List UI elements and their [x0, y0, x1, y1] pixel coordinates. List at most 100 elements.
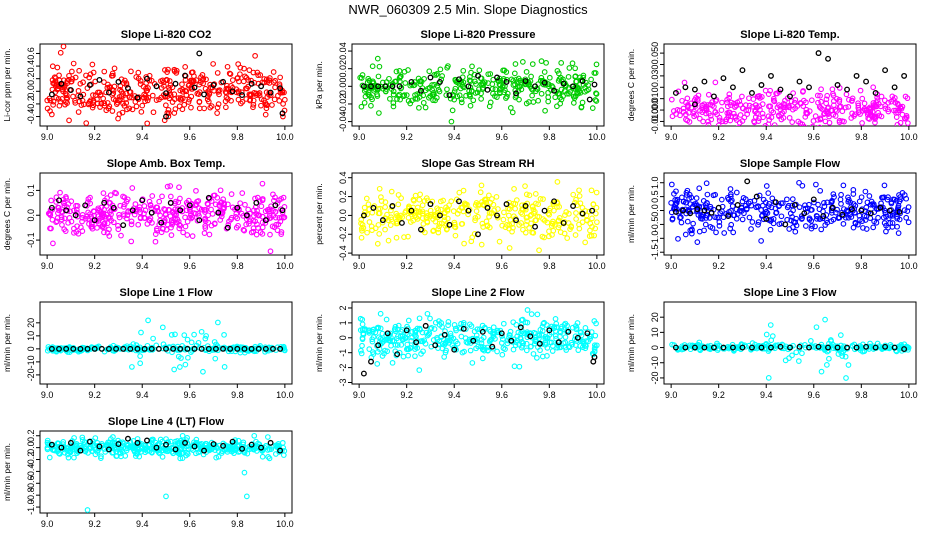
- data-point: [105, 214, 112, 221]
- data-point: [824, 92, 831, 99]
- data-point: [241, 65, 247, 72]
- data-point: [57, 49, 64, 56]
- x-tick-label: 9.6: [496, 261, 509, 271]
- data-point: [903, 214, 910, 221]
- data-point: [267, 215, 274, 221]
- data-point: [816, 216, 823, 222]
- data-point: [802, 344, 809, 351]
- y-tick-label: 0.030: [650, 65, 660, 88]
- data-point: [224, 63, 231, 70]
- data-point: [124, 212, 131, 219]
- data-point: [412, 327, 419, 334]
- data-point: [424, 310, 431, 317]
- data-point: [774, 104, 781, 111]
- figure-title: NWR_060309 2.5 Min. Slope Diagnostics: [348, 2, 588, 17]
- data-point: [222, 104, 229, 111]
- data-point: [746, 102, 753, 109]
- data-point: [250, 228, 257, 235]
- data-point: [415, 75, 422, 82]
- data-point: [815, 99, 821, 106]
- data-point: [72, 74, 79, 81]
- data-point: [419, 215, 426, 222]
- data-point: [789, 352, 795, 359]
- y-axis-label: percent per min.: [314, 183, 324, 244]
- data-point: [554, 204, 560, 210]
- data-point: [785, 202, 792, 209]
- data-point: [778, 213, 785, 220]
- panel-title: Slope Amb. Box Temp.: [107, 158, 226, 170]
- data-point: [792, 228, 799, 235]
- data-point: [773, 90, 779, 97]
- data-point: [875, 214, 881, 221]
- data-point: [481, 347, 488, 354]
- data-point: [849, 95, 856, 102]
- data-point: [509, 221, 515, 227]
- highlight-point: [134, 345, 141, 352]
- data-point: [498, 340, 505, 346]
- panel-title: Slope Line 2 Flow: [432, 287, 525, 299]
- y-tick-label: 20: [26, 318, 36, 328]
- data-point: [669, 216, 676, 223]
- data-point: [247, 96, 254, 103]
- highlight-point: [403, 327, 410, 334]
- data-point: [365, 91, 372, 98]
- data-point: [569, 60, 576, 67]
- data-point: [889, 220, 896, 226]
- data-point: [826, 119, 833, 126]
- highlight-point: [163, 441, 169, 448]
- data-point: [177, 364, 183, 370]
- data-point: [162, 67, 168, 73]
- data-point: [266, 212, 273, 219]
- data-point: [707, 203, 714, 210]
- highlight-point: [186, 202, 193, 209]
- outlier-point: [84, 507, 91, 513]
- data-point: [516, 222, 522, 228]
- highlight-point: [541, 207, 548, 214]
- highlight-point: [475, 72, 481, 79]
- data-point: [790, 207, 796, 214]
- highlight-point: [680, 207, 686, 214]
- data-point: [152, 238, 159, 245]
- data-point: [885, 106, 891, 113]
- data-point: [50, 240, 56, 247]
- y-tick-label: -0.010: [650, 109, 660, 135]
- data-point: [179, 432, 186, 439]
- data-point: [163, 436, 169, 442]
- data-point: [799, 182, 806, 189]
- data-point: [553, 324, 560, 331]
- data-point: [868, 198, 875, 205]
- data-point: [448, 118, 455, 125]
- data-point: [96, 89, 103, 96]
- data-point: [536, 332, 543, 338]
- data-point: [552, 94, 559, 101]
- highlight-point: [215, 209, 222, 216]
- data-point: [822, 316, 828, 323]
- data-point: [254, 221, 260, 228]
- data-point: [504, 90, 511, 97]
- data-point: [547, 339, 553, 346]
- data-point: [688, 104, 695, 111]
- highlight-point: [729, 344, 736, 351]
- highlight-point: [787, 344, 793, 351]
- data-point: [121, 201, 128, 208]
- data-point: [242, 73, 248, 80]
- highlight-point: [858, 207, 865, 214]
- data-point: [789, 119, 796, 125]
- data-point: [369, 96, 375, 103]
- y-tick-label: 2: [338, 305, 348, 310]
- data-point: [387, 95, 393, 102]
- x-tick-label: 10.0: [276, 261, 294, 271]
- highlight-point: [408, 207, 415, 214]
- data-point: [497, 90, 503, 97]
- data-point: [576, 193, 583, 199]
- data-point: [221, 364, 228, 370]
- data-point: [866, 105, 872, 112]
- data-point: [443, 221, 450, 228]
- data-point: [111, 65, 118, 72]
- highlight-point: [715, 204, 722, 211]
- data-point: [244, 85, 250, 92]
- data-point: [814, 116, 821, 123]
- y-tick-label: -10: [26, 355, 36, 368]
- data-point: [511, 363, 518, 370]
- data-point: [174, 438, 181, 444]
